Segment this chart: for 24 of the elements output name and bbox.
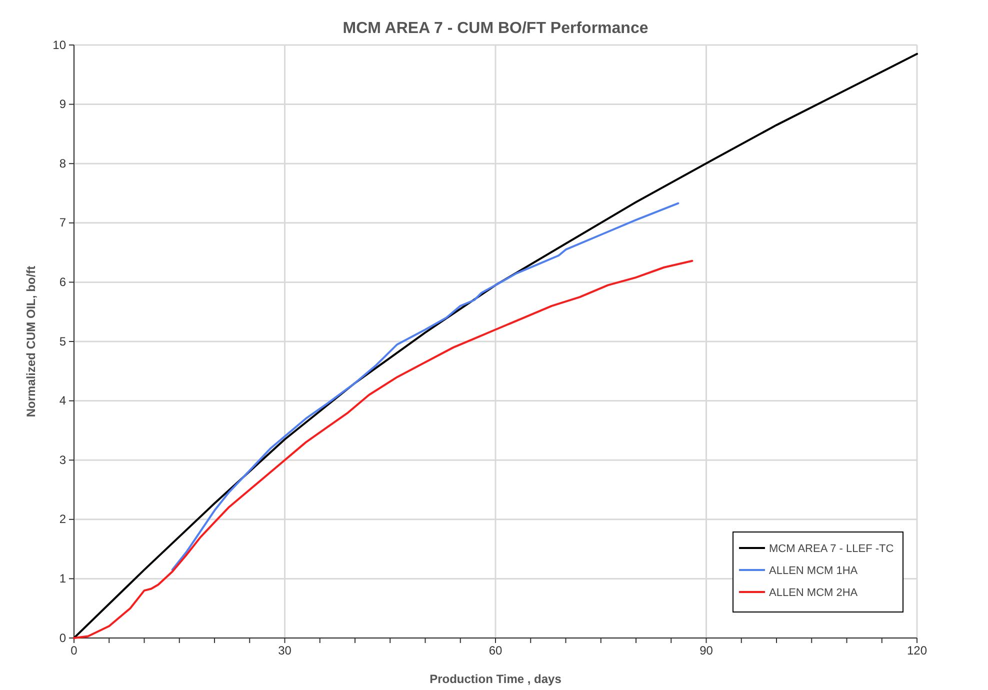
line-series [171,202,680,571]
y-tick-label: 1 [59,572,66,586]
y-tick-label: 9 [59,97,66,112]
x-tick-label: 120 [906,644,928,658]
x-tick-label: 90 [700,644,714,658]
y-tick-label: 10 [52,38,66,52]
legend-label: MCM AREA 7 - LLEF -TC [769,543,894,555]
x-axis-title: Production Time , days [430,672,562,686]
y-tick-label: 4 [59,394,66,408]
x-tick-label: 60 [488,644,502,658]
y-tick-label: 8 [59,156,66,170]
chart-title: MCM AREA 7 - CUM BO/FT Performance [342,20,648,37]
y-tick-label: 0 [59,630,66,645]
x-tick-label: 0 [70,644,78,658]
y-tick-label: 6 [59,275,66,290]
line-series [73,260,694,639]
y-axis-title: Normalized CUM OIL, bo/ft [24,266,38,418]
y-tick-label: 5 [59,334,66,348]
y-tick-label: 2 [59,512,66,526]
y-tick-label: 3 [59,452,66,467]
x-tick-label: 30 [278,644,292,658]
y-tick-label: 7 [59,216,66,230]
legend-label: ALLEN MCM 1HA [769,565,858,577]
legend-label: ALLEN MCM 2HA [769,587,858,599]
